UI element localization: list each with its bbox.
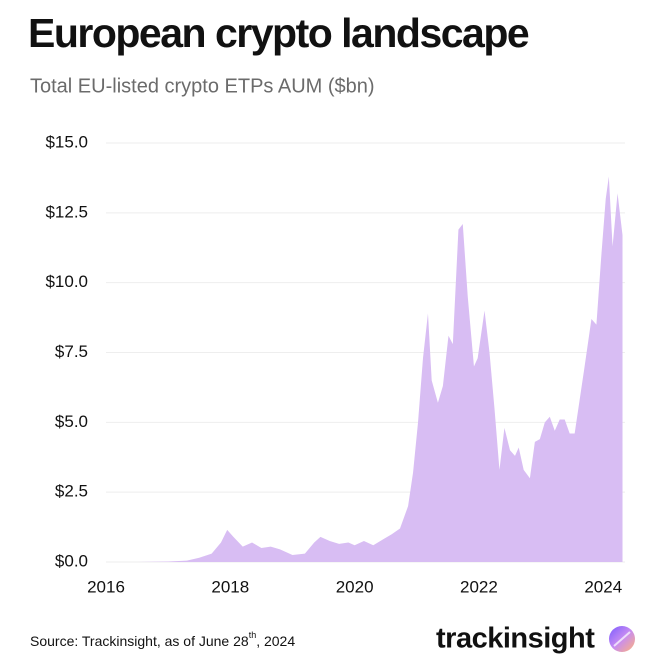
source-suffix: , 2024	[256, 633, 295, 649]
y-tick-label: $0.0	[55, 551, 88, 570]
x-tick-label: 2020	[336, 577, 374, 596]
source-note: Source: Trackinsight, as of June 28th, 2…	[30, 630, 295, 648]
y-tick-label: $15.0	[45, 132, 88, 151]
x-tick-label: 2018	[211, 577, 249, 596]
brand-name: trackinsight	[436, 623, 595, 655]
chart-subtitle: Total EU-listed crypto ETPs AUM ($bn)	[30, 75, 375, 97]
y-tick-label: $2.5	[55, 482, 88, 501]
y-tick-label: $5.0	[55, 412, 88, 431]
plot-area: $0.0 $2.5 $5.0 $7.5 $10.0 $12.5 $15.0 2016 2018 2…	[45, 132, 625, 596]
x-tick-label: 2024	[584, 577, 622, 596]
source-text: Source: Trackinsight, as of June 28	[30, 633, 249, 649]
y-tick-label: $7.5	[55, 342, 88, 361]
x-tick-label: 2016	[87, 577, 125, 596]
x-tick-label: 2022	[460, 577, 498, 596]
source-superscript: th	[249, 630, 257, 640]
area	[106, 176, 623, 562]
brand-logo-stroke	[613, 631, 631, 647]
chart-title: European crypto landscape	[28, 10, 529, 56]
y-tick-label: $12.5	[45, 202, 88, 221]
y-tick-label: $10.0	[45, 272, 88, 291]
